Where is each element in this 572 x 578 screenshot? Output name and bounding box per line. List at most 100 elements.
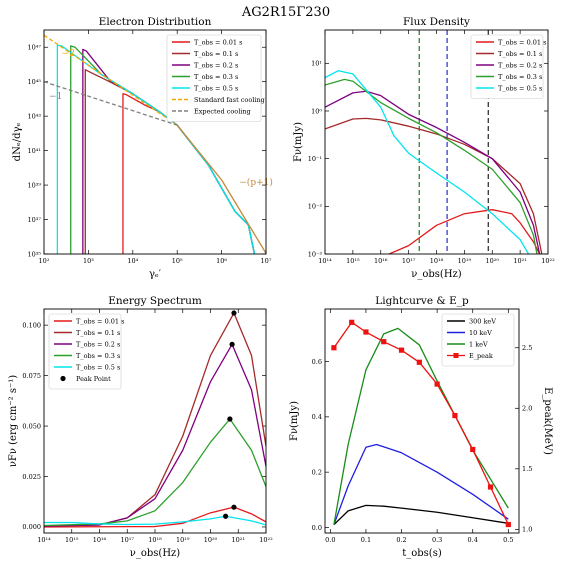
x-tick-label: 10²⁰ bbox=[486, 257, 500, 265]
axes-frame bbox=[43, 308, 267, 534]
legend: T_obs = 0.01 s T_obs = 0.1 s T_obs = 0.2 s… bbox=[166, 34, 265, 122]
y-axis-label: Fν(mJy) bbox=[289, 401, 300, 441]
legend-label: T_obs = 0.01 s bbox=[194, 39, 242, 47]
figure-suptitle: AG2R15Γ230 bbox=[241, 5, 330, 20]
panel-title: Energy Spectrum bbox=[108, 295, 202, 307]
legend-label: T_obs = 0.1 s bbox=[498, 50, 542, 58]
data-point bbox=[416, 359, 422, 365]
data-point bbox=[487, 484, 494, 490]
series-line bbox=[325, 78, 538, 254]
legend-marker bbox=[453, 353, 459, 358]
x-tick-label: 10¹⁹ bbox=[458, 257, 472, 265]
y-right-axis-label: E_peak(MeV) bbox=[542, 387, 553, 455]
x-tick-label: 10⁷ bbox=[261, 257, 272, 265]
x-tick-label: 10²² bbox=[259, 536, 273, 544]
peak-point bbox=[231, 504, 237, 510]
y-tick-label: 10⁴¹ bbox=[28, 147, 42, 155]
panel-title: Flux Density bbox=[403, 16, 470, 28]
y-tick-label: 0.000 bbox=[22, 523, 41, 531]
series-line bbox=[44, 515, 266, 526]
x-tick-label: 10⁵ bbox=[172, 257, 183, 265]
x-tick-label: 0.1 bbox=[361, 536, 371, 544]
legend-label: T_obs = 0.5 s bbox=[194, 85, 238, 93]
panel-flux: Flux Density 10¹⁴ 10¹⁵ 10¹⁶ 10¹⁷ 10¹⁸ 10¹⁹ 10²⁰… bbox=[293, 16, 555, 280]
plot-area bbox=[44, 310, 266, 528]
y-axis-label: νFν (erg cm⁻² s⁻¹) bbox=[8, 375, 19, 467]
series-line bbox=[325, 117, 543, 254]
peak-point bbox=[227, 416, 233, 422]
x-tick-label: 10²⁰ bbox=[204, 536, 218, 544]
x-tick-label: 10¹⁵ bbox=[346, 257, 360, 265]
peak-point bbox=[222, 513, 229, 519]
x-tick-label: 10²¹ bbox=[232, 536, 246, 544]
series-line bbox=[44, 34, 178, 126]
y-tick-label: 0.075 bbox=[22, 372, 41, 380]
legend-label: Peak Point bbox=[76, 375, 111, 383]
y-tick-label: 10⁴³ bbox=[28, 112, 42, 120]
legend-label: T_obs = 0.1 s bbox=[194, 50, 238, 58]
y-tick-label: 0.100 bbox=[22, 321, 41, 329]
axes-frame bbox=[324, 29, 549, 255]
panel-lightcurve: Lightcurve & E_p 0.0 0.1 0.2 0.3 0.4 0.5 0.0 0.2… bbox=[289, 295, 553, 559]
x-tick-label: 10¹⁷ bbox=[402, 257, 416, 265]
series-line bbox=[44, 506, 266, 528]
series-line bbox=[56, 44, 256, 254]
y-tick-label: 10⁻² bbox=[308, 203, 323, 211]
panel-electron: Electron Distribution 10² 10³ 10⁴ 10⁵ 10⁶ 10⁷ 1… bbox=[12, 16, 273, 280]
legend-label: T_obs = 0.3 s bbox=[76, 352, 120, 360]
y-tick-label: 10¹ bbox=[311, 60, 322, 68]
x-tick-label: 10¹⁶ bbox=[374, 257, 388, 265]
x-axis-label: ν_obs(Hz) bbox=[130, 548, 181, 559]
annotation-text: −1 bbox=[49, 92, 62, 102]
y-tick-label: 10⁴⁷ bbox=[28, 44, 42, 52]
x-tick-label: 10²¹ bbox=[513, 257, 527, 265]
x-tick-label: 10¹⁸ bbox=[148, 536, 162, 544]
x-tick-label: 10⁴ bbox=[127, 257, 138, 265]
x-axis-label: t_obs(s) bbox=[402, 548, 442, 559]
legend-label: T_obs = 0.1 s bbox=[76, 329, 120, 337]
x-tick-label: 0.5 bbox=[503, 536, 513, 544]
data-point bbox=[398, 347, 405, 353]
plot-area bbox=[331, 319, 511, 528]
x-axis-label: ν_obs(Hz) bbox=[411, 269, 462, 280]
x-tick-label: 10¹⁴ bbox=[318, 257, 332, 265]
y-tick-label: 0.050 bbox=[22, 422, 41, 430]
annotation-text: −2 bbox=[62, 49, 75, 59]
peak-point bbox=[229, 341, 235, 347]
legend-label: Expected cooling bbox=[194, 108, 251, 116]
legend-label: T_obs = 0.2 s bbox=[194, 62, 238, 70]
data-point bbox=[470, 446, 476, 453]
y-tick-label: 10³⁵ bbox=[28, 250, 42, 258]
legend-label: T_obs = 0.01 s bbox=[76, 318, 124, 326]
y-tick-label: 10⁰ bbox=[311, 107, 322, 115]
y-tick-label: 0.4 bbox=[312, 413, 322, 421]
y-right-tick-label: 1.5 bbox=[522, 465, 532, 473]
legend-label: Standard fast cooling bbox=[194, 96, 265, 104]
panel-title: Lightcurve & E_p bbox=[375, 295, 469, 307]
data-point bbox=[363, 329, 369, 335]
x-tick-label: 10¹⁹ bbox=[176, 536, 190, 544]
y-tick-label: 10⁻¹ bbox=[308, 155, 323, 163]
x-tick-label: 10²² bbox=[541, 257, 555, 265]
series-line bbox=[44, 81, 178, 126]
x-tick-label: 0.0 bbox=[325, 536, 335, 544]
legend: 300 keV 10 keV 1 keV E_peak bbox=[441, 313, 515, 367]
y-tick-label: 10³⁷ bbox=[28, 216, 42, 224]
x-tick-label: 10¹⁵ bbox=[65, 536, 79, 544]
legend-marker bbox=[60, 375, 66, 382]
x-tick-label: 10¹⁶ bbox=[93, 536, 107, 544]
legend-frame bbox=[441, 313, 515, 367]
axes-frame bbox=[43, 29, 267, 255]
legend: T_obs = 0.01 s T_obs = 0.1 s T_obs = 0.2 s… bbox=[470, 34, 546, 99]
y-right-tick-label: 1.0 bbox=[522, 526, 532, 534]
legend-label: E_peak bbox=[469, 352, 493, 360]
legend-label: T_obs = 0.3 s bbox=[194, 73, 238, 81]
panel-title: Electron Distribution bbox=[99, 16, 212, 28]
data-point bbox=[331, 345, 337, 351]
legend: T_obs = 0.01 s T_obs = 0.1 s T_obs = 0.2 s… bbox=[48, 313, 124, 390]
series-line bbox=[333, 443, 509, 525]
x-tick-label: 10² bbox=[39, 257, 50, 265]
axes-frame bbox=[324, 308, 520, 534]
data-point bbox=[349, 319, 355, 325]
